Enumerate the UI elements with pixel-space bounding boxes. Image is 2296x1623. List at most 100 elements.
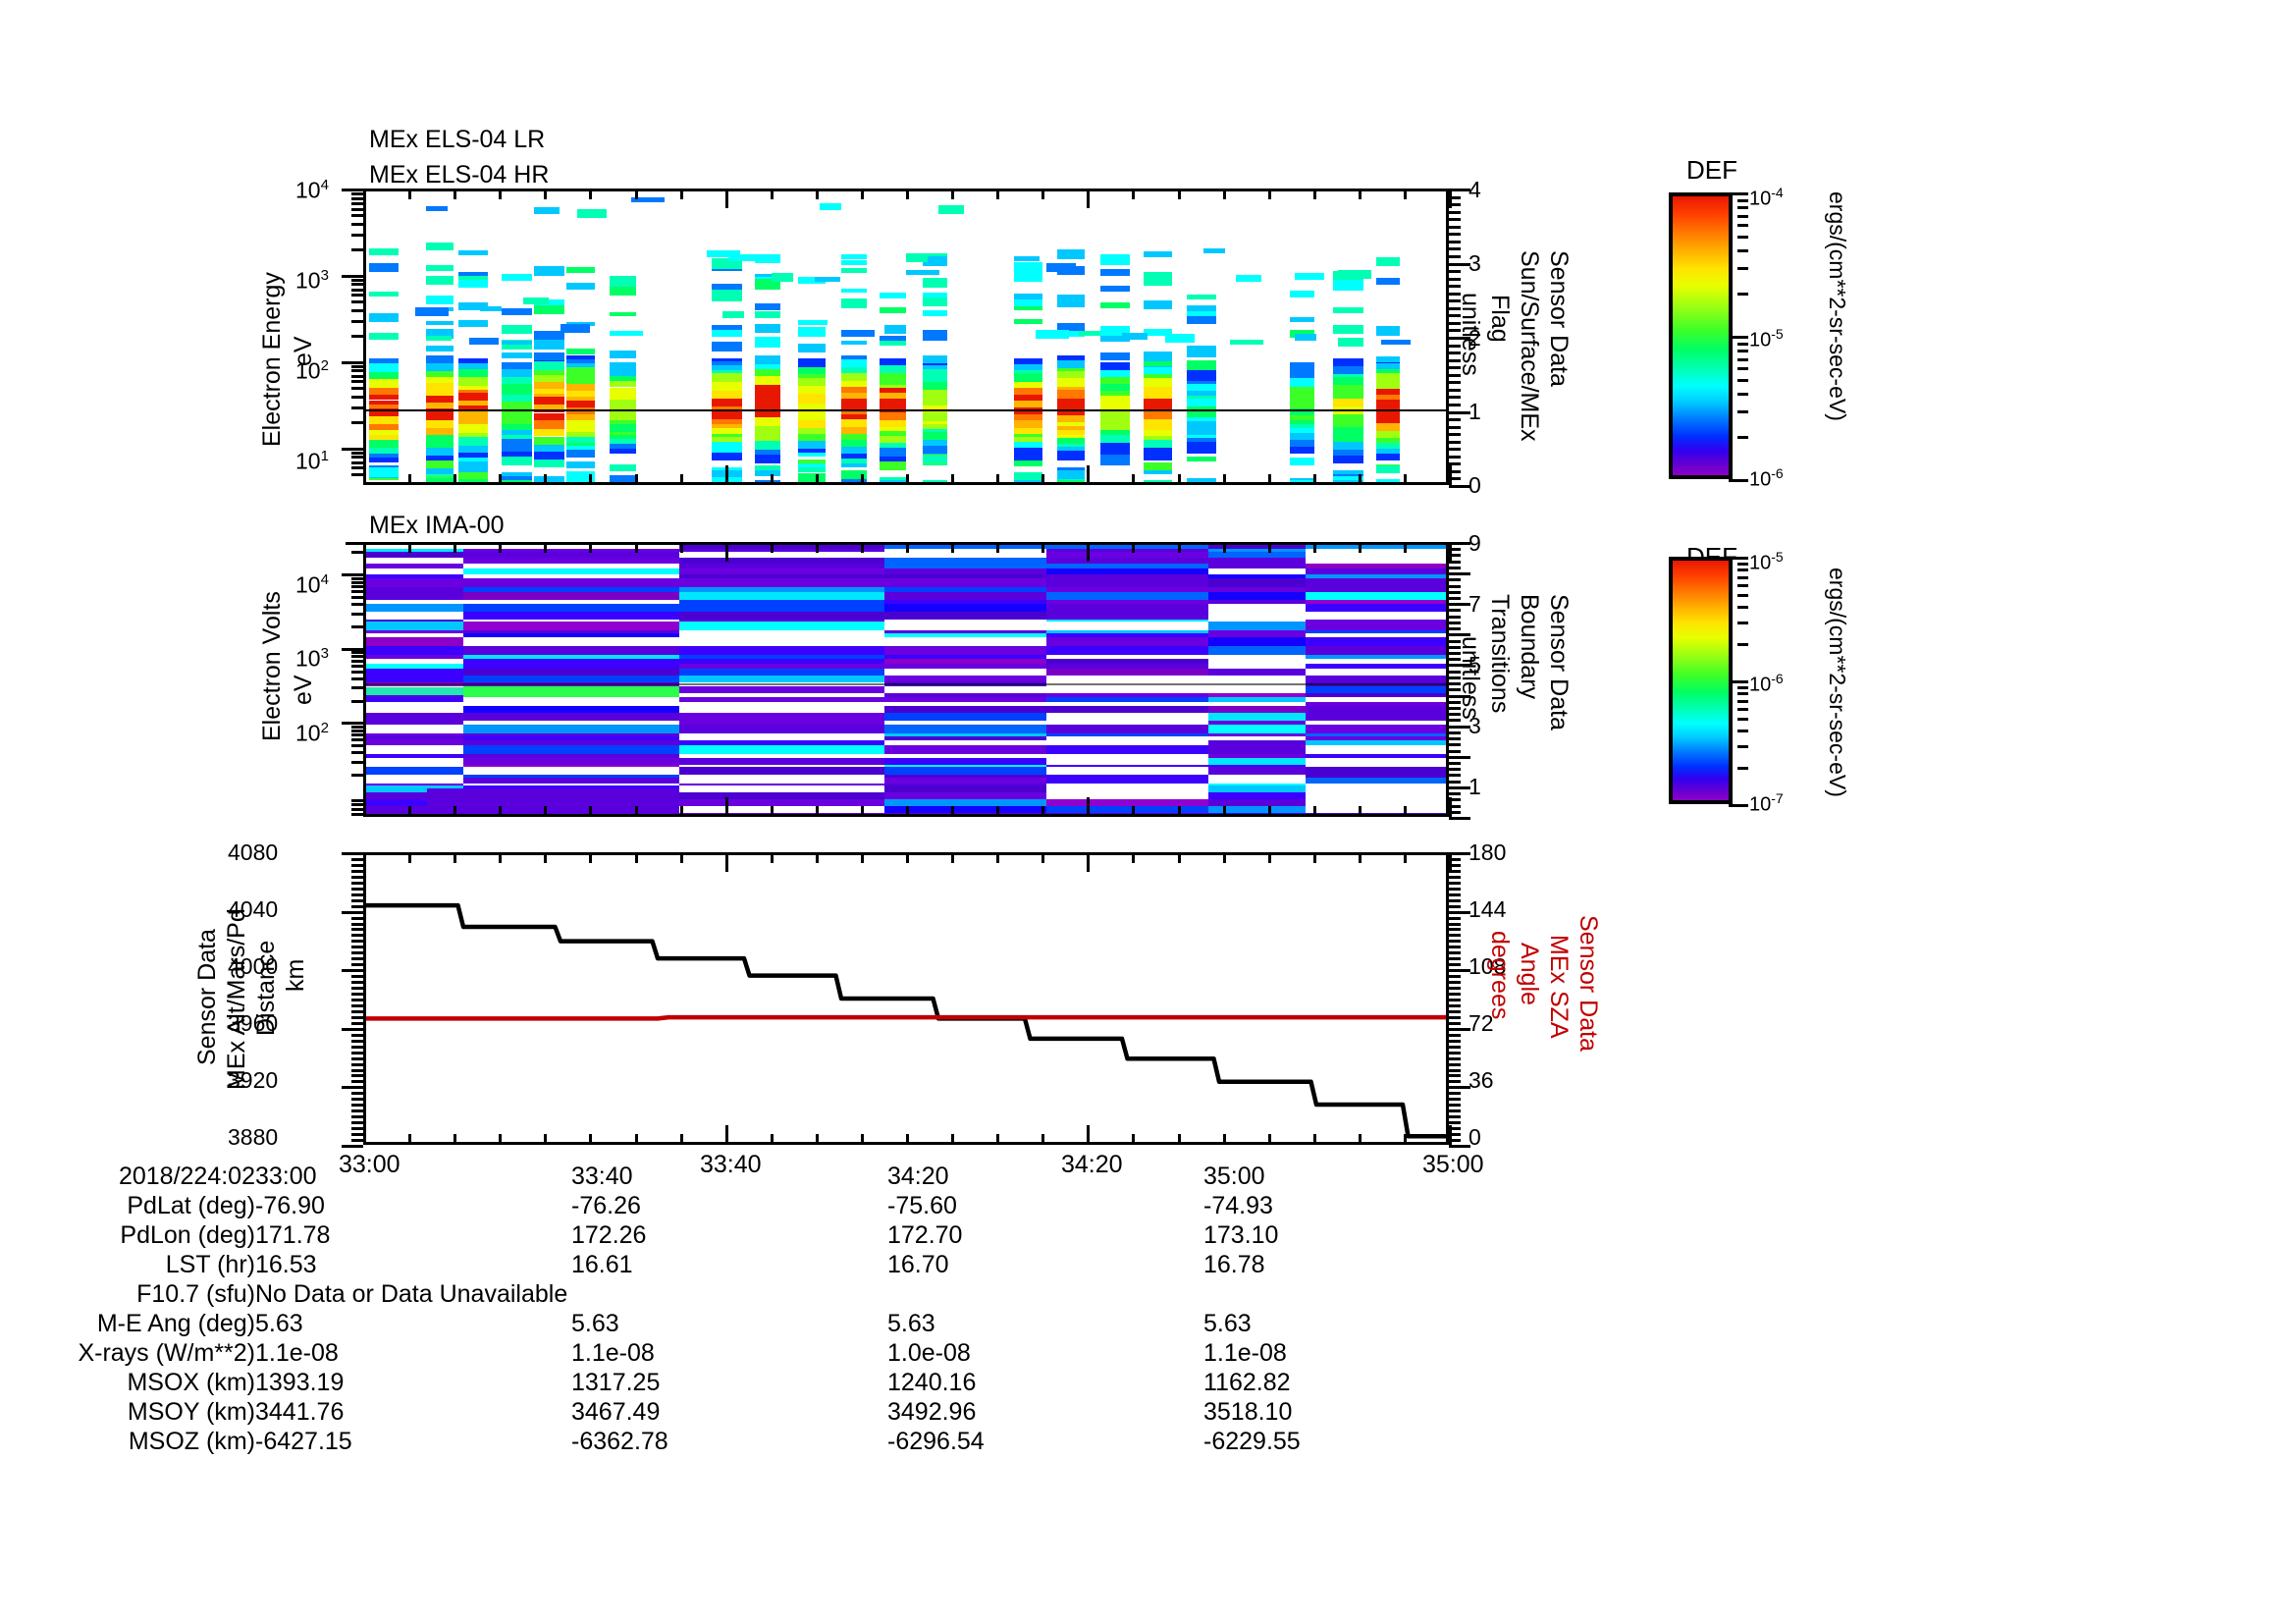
spectro-band bbox=[712, 437, 742, 442]
spectro-band bbox=[1100, 451, 1130, 458]
spectro-band bbox=[565, 396, 595, 401]
right-tick bbox=[1449, 233, 1461, 237]
spectro-band bbox=[798, 404, 827, 412]
spectro-band bbox=[457, 423, 488, 433]
ima-band bbox=[1046, 668, 1208, 676]
ima-band bbox=[463, 676, 679, 683]
right-tick bbox=[1449, 597, 1461, 600]
ima-band bbox=[679, 778, 884, 784]
ima-spectrogram-panel[interactable] bbox=[363, 542, 1449, 817]
ytick bbox=[351, 999, 363, 1001]
spectro-band-upper bbox=[533, 305, 564, 315]
ytick-major bbox=[351, 214, 363, 218]
readout-value: 172.26 bbox=[571, 1221, 647, 1249]
spectro-band-upper bbox=[1057, 301, 1086, 308]
spectro-band bbox=[922, 375, 947, 383]
spectro-band bbox=[369, 408, 399, 416]
xtick-bottom bbox=[679, 1134, 683, 1145]
altitude-sza-panel[interactable] bbox=[363, 852, 1449, 1145]
ima-band bbox=[679, 591, 884, 601]
spectro-band bbox=[1332, 442, 1363, 451]
ima-band bbox=[679, 705, 884, 714]
colorbar-1-bottom-label: 10-6 bbox=[1749, 465, 1784, 491]
xtick-bottom bbox=[454, 806, 457, 817]
ima-band bbox=[679, 767, 884, 776]
right-tick bbox=[1449, 554, 1461, 558]
spectrogram-column bbox=[457, 191, 488, 482]
spectro-high-energy-dash bbox=[755, 324, 780, 334]
xtick-top bbox=[634, 852, 638, 863]
ytick bbox=[351, 1080, 363, 1084]
ima-band bbox=[884, 620, 1046, 622]
right-tick bbox=[1449, 477, 1461, 481]
colorbar-2[interactable] bbox=[1669, 557, 1733, 804]
xtick-top bbox=[1132, 189, 1136, 199]
spectro-band-lower bbox=[565, 470, 595, 481]
spectro-band bbox=[879, 376, 907, 386]
ytick bbox=[351, 1033, 363, 1037]
ima-band bbox=[463, 764, 679, 768]
alt-left-axis-title: Sensor Data bbox=[193, 929, 221, 1065]
spectro-band bbox=[798, 448, 827, 454]
spectro-band bbox=[1187, 441, 1217, 446]
ima-band bbox=[1208, 693, 1306, 698]
colorbar-1[interactable] bbox=[1669, 192, 1733, 479]
ima-band bbox=[1208, 783, 1306, 786]
altitude-line bbox=[366, 902, 1446, 1139]
ima-band bbox=[366, 552, 463, 559]
xtick-top bbox=[724, 189, 728, 208]
xtick-top bbox=[363, 852, 366, 872]
spectro-band-lower bbox=[425, 467, 454, 474]
right-tick bbox=[1449, 785, 1470, 789]
spectro-band-upper bbox=[755, 337, 781, 349]
right-tick bbox=[1449, 743, 1461, 747]
ima-band bbox=[1046, 586, 1208, 593]
ima-band bbox=[366, 612, 463, 621]
ytick bbox=[351, 1115, 363, 1119]
right-tick bbox=[1449, 440, 1461, 444]
right-tick bbox=[1449, 928, 1461, 932]
ima-band bbox=[366, 622, 463, 631]
readout-value: -6296.54 bbox=[887, 1428, 985, 1455]
spectro-band bbox=[798, 377, 827, 387]
xtick-bottom bbox=[906, 474, 909, 485]
ima-band bbox=[1208, 697, 1306, 703]
els-spectrogram-panel[interactable] bbox=[363, 189, 1449, 485]
spectro-band bbox=[755, 399, 781, 404]
readout-value: 3492.96 bbox=[887, 1398, 977, 1426]
ima-right-axis-sub: Boundary bbox=[1516, 594, 1543, 700]
ima-band bbox=[366, 702, 463, 707]
ima-right-axis-title: Sensor Data bbox=[1545, 594, 1573, 730]
readout-row-label: MSOX (km) bbox=[127, 1369, 255, 1396]
ytick-major bbox=[351, 655, 363, 659]
spectro-band-upper bbox=[425, 346, 454, 352]
ima-band bbox=[679, 557, 884, 565]
ima-band bbox=[884, 568, 1046, 575]
spectro-band bbox=[1375, 409, 1400, 415]
spectro-band bbox=[1289, 419, 1314, 424]
spectro-band bbox=[425, 427, 454, 436]
right-tick bbox=[1449, 247, 1461, 251]
spectro-high-energy-dash bbox=[609, 331, 643, 337]
right-tick bbox=[1449, 590, 1461, 594]
xtick-label-2: 34:20 bbox=[1061, 1151, 1123, 1178]
ima-band bbox=[884, 563, 1046, 569]
spectro-band-upper bbox=[565, 282, 595, 290]
xtick-top bbox=[1358, 852, 1362, 863]
sza-line bbox=[366, 1014, 1446, 1021]
right-tick bbox=[1449, 462, 1461, 466]
ima-band bbox=[366, 791, 463, 800]
spectro-high-energy-dash bbox=[479, 305, 502, 311]
colorbar-2-units: ergs/(cm**2-sr-sec-eV) bbox=[1825, 568, 1850, 797]
xtick-bottom bbox=[1177, 474, 1181, 485]
spectrogram-column bbox=[565, 191, 595, 482]
spectro-band-lower bbox=[369, 467, 399, 478]
right-tick bbox=[1449, 957, 1461, 961]
readout-value: 3518.10 bbox=[1203, 1398, 1293, 1426]
spectro-band bbox=[533, 445, 564, 453]
ima-band bbox=[884, 784, 1046, 793]
spectro-band-lower bbox=[1100, 457, 1130, 465]
colorbar-tick bbox=[1729, 557, 1748, 560]
readout-value: 1393.19 bbox=[255, 1369, 345, 1396]
spectro-band bbox=[1014, 401, 1042, 408]
